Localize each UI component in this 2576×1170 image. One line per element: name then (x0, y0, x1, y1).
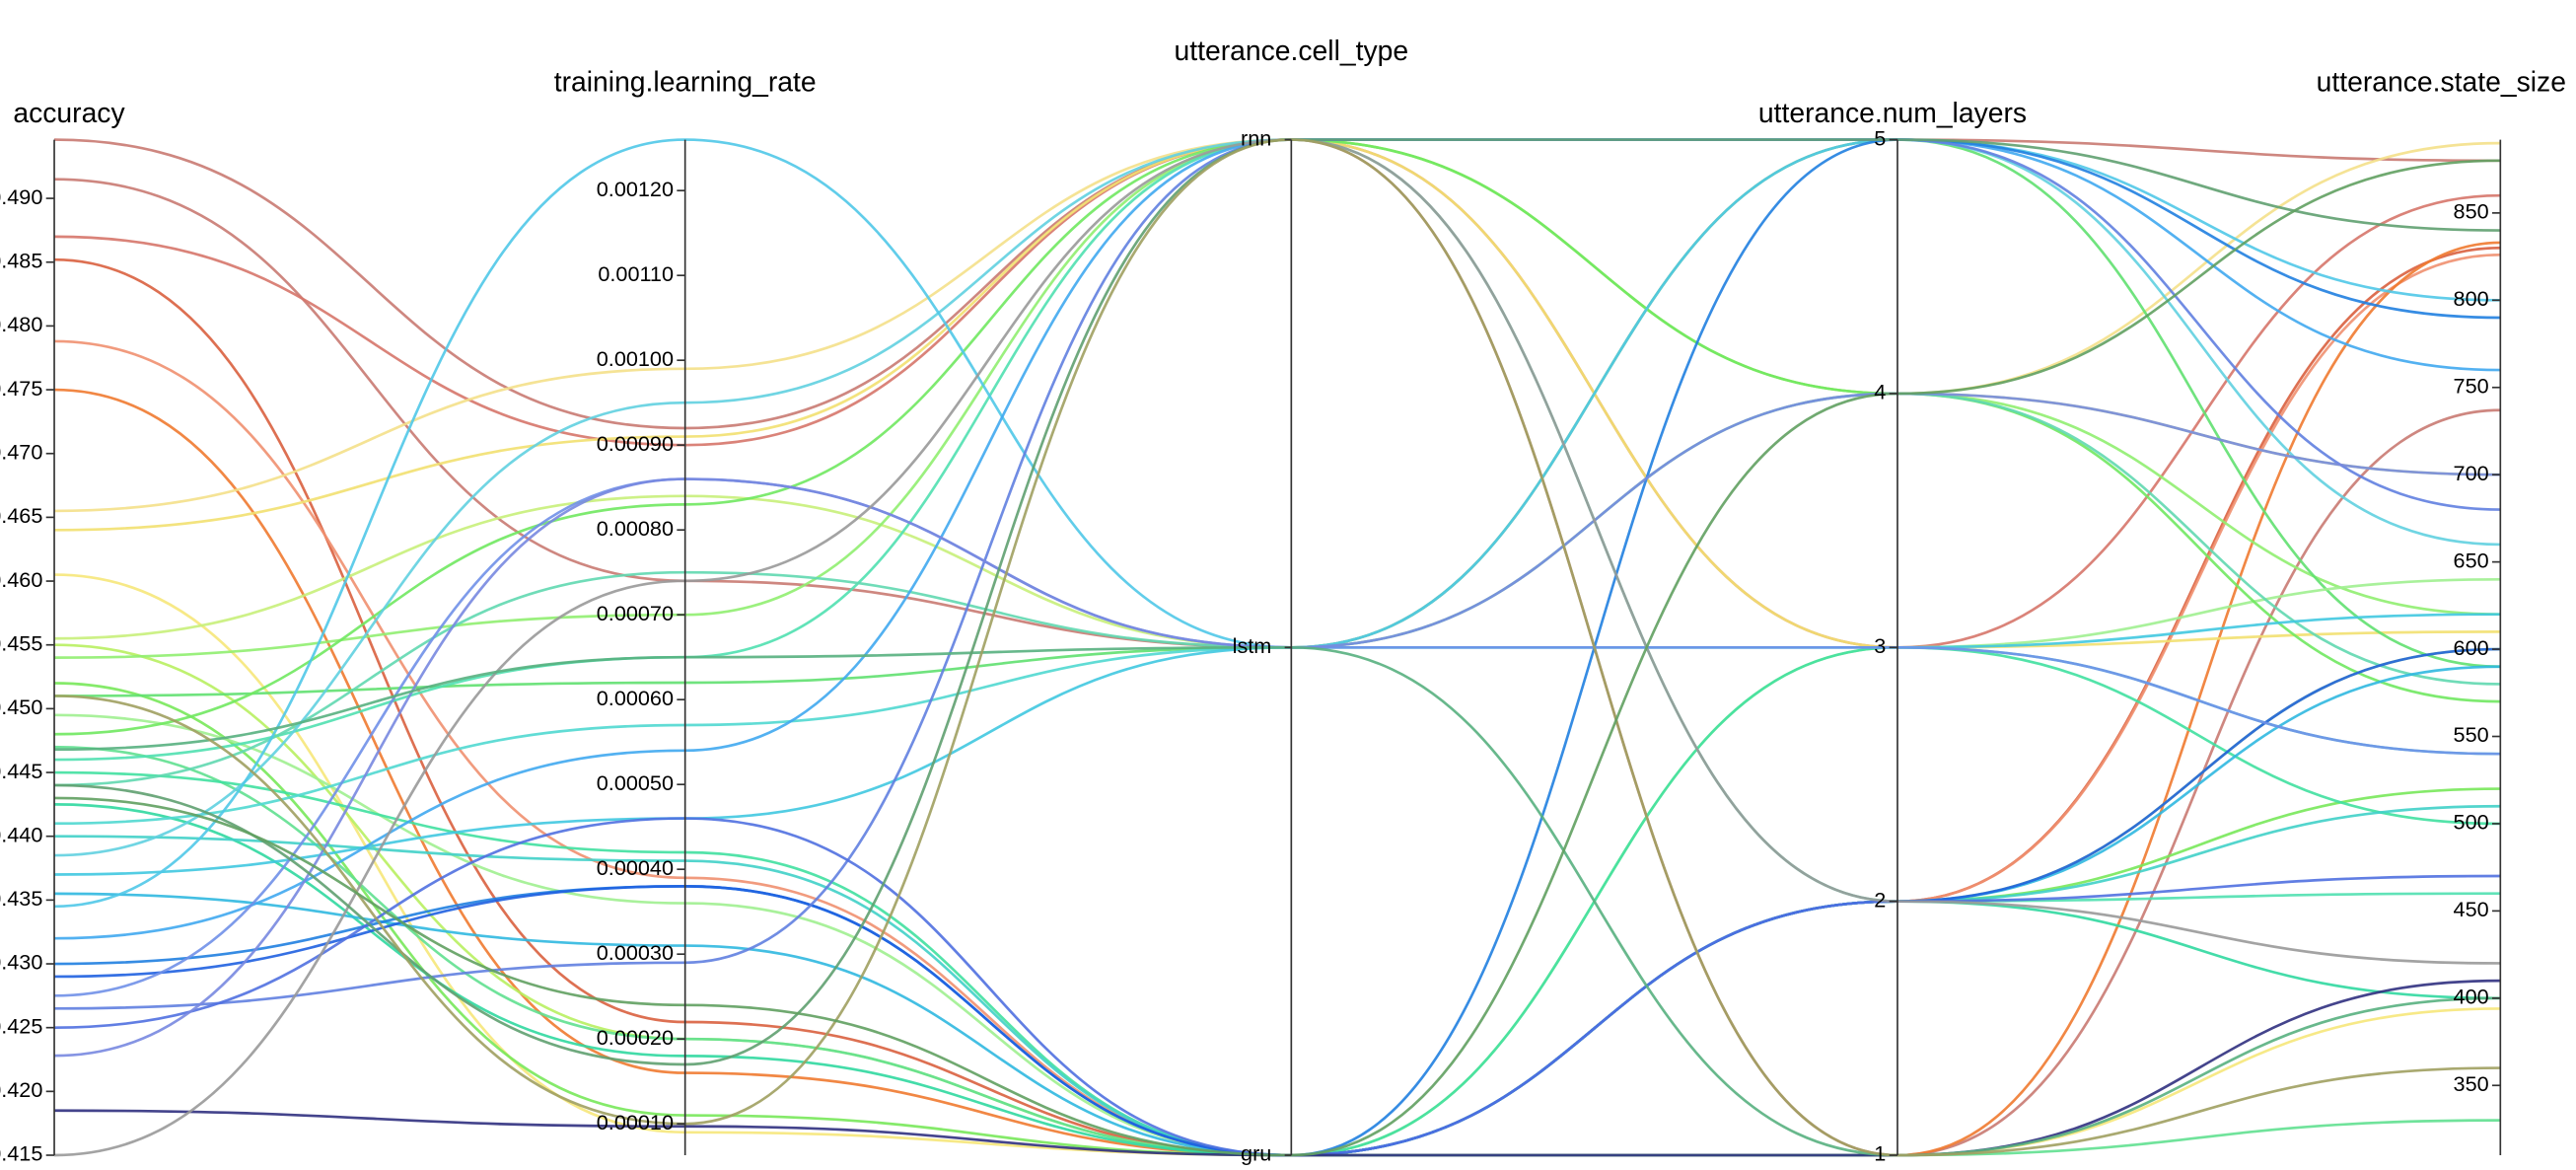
tick-label: 0.435 (0, 886, 42, 911)
tick-label: 850 (2454, 199, 2489, 224)
tick-label: 750 (2454, 373, 2489, 398)
tick-label: 700 (2454, 461, 2489, 485)
tick-label: 0.455 (0, 630, 42, 655)
data-line (54, 246, 2501, 1157)
tick-label: 0.460 (0, 567, 42, 592)
data-line (54, 138, 2501, 857)
tick-label: 0.00110 (598, 261, 674, 286)
data-line (54, 138, 2501, 649)
tick-label: 0.450 (0, 695, 42, 719)
tick-label: 0.00040 (597, 855, 674, 880)
tick-label: 0.475 (0, 376, 42, 401)
data-line (54, 253, 2501, 1157)
axis-title: accuracy (13, 97, 125, 128)
data-line (54, 573, 2501, 1157)
tick-label: 0.00010 (597, 1110, 674, 1134)
data-line (54, 138, 2501, 940)
tick-label: 0.420 (0, 1077, 42, 1102)
tick-label: 3 (1874, 633, 1886, 658)
tick-label: 0.00080 (597, 516, 674, 541)
data-line (54, 138, 2501, 1010)
tick-label: 350 (2454, 1071, 2489, 1096)
tick-label: 0.445 (0, 759, 42, 783)
tick-label: 0.425 (0, 1013, 42, 1038)
tick-label: 0.440 (0, 822, 42, 846)
tick-label: 0.430 (0, 950, 42, 975)
data-line (54, 138, 2501, 903)
tick-label: 0.00020 (597, 1025, 674, 1050)
tick-label: 0.00050 (597, 770, 674, 795)
tick-label: 0.465 (0, 503, 42, 528)
tick-label: 0.480 (0, 312, 42, 336)
tick-label: 800 (2454, 286, 2489, 311)
data-line (54, 138, 2501, 649)
tick-label: 400 (2454, 985, 2489, 1009)
data-line (54, 645, 2501, 1157)
axis-title: utterance.num_layers (1758, 97, 2027, 128)
data-line (54, 138, 2501, 1066)
tick-label: 0.415 (0, 1141, 42, 1166)
data-line (54, 392, 2501, 787)
data-line (54, 647, 2501, 1157)
tick-label: 550 (2454, 722, 2489, 747)
data-line (54, 665, 2501, 1157)
data-line (54, 138, 2501, 909)
data-line (54, 613, 2501, 876)
category-label: gru (1241, 1141, 1271, 1166)
data-line (54, 745, 2501, 1157)
tick-label: 650 (2454, 548, 2489, 572)
axis-title: utterance.state_size (2317, 65, 2566, 97)
data-line (54, 817, 2501, 1157)
tick-label: 0.490 (0, 184, 42, 209)
axis-title: training.learning_rate (554, 65, 817, 97)
lines (54, 138, 2501, 1157)
category-label: lstm (1233, 633, 1272, 658)
tick-label: 0.470 (0, 439, 42, 464)
tick-label: 0.00070 (597, 601, 674, 625)
category-label: rnn (1241, 125, 1271, 150)
data-line (54, 138, 2501, 649)
data-line (54, 392, 2501, 649)
tick-label: 0.00120 (597, 177, 674, 201)
tick-label: 2 (1874, 887, 1886, 912)
tick-label: 500 (2454, 810, 2489, 835)
tick-label: 1 (1874, 1141, 1886, 1166)
tick-label: 4 (1874, 380, 1886, 404)
data-line (54, 138, 2501, 1157)
data-line (54, 392, 2501, 1058)
axis-title: utterance.cell_type (1175, 35, 1409, 66)
tick-label: 0.00060 (597, 686, 674, 710)
data-line (54, 645, 2501, 1157)
tick-label: 5 (1874, 125, 1886, 150)
tick-label: 0.00090 (597, 431, 674, 456)
tick-label: 0.00030 (597, 940, 674, 965)
tick-label: 600 (2454, 635, 2489, 660)
tick-label: 450 (2454, 897, 2489, 921)
tick-label: 0.485 (0, 248, 42, 272)
data-line (54, 159, 2501, 1157)
tick-label: 0.00100 (597, 346, 674, 371)
